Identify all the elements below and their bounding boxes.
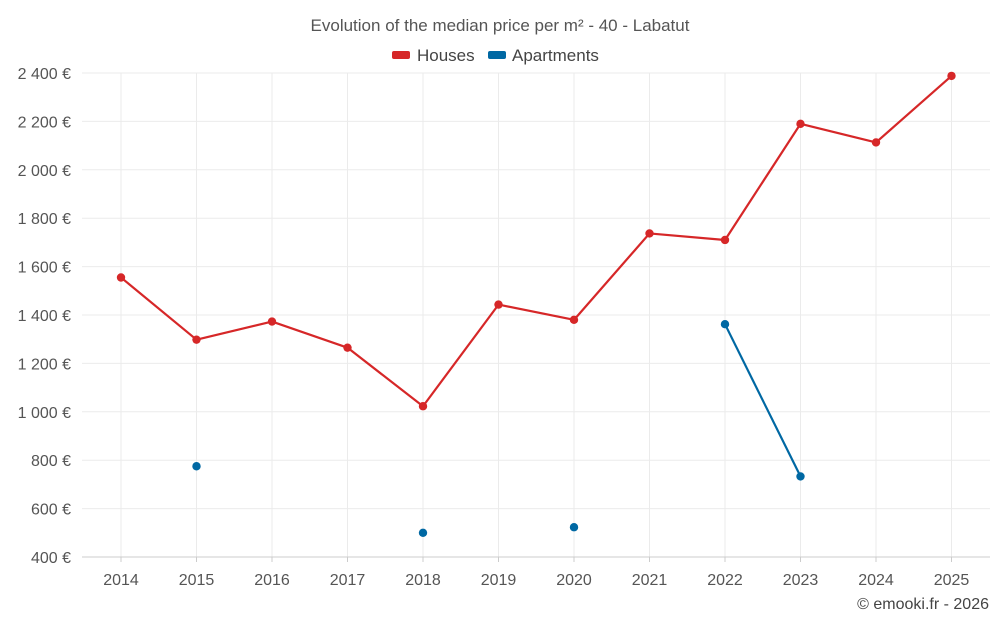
y-tick-label: 2 400 € — [18, 66, 71, 83]
x-tick-label: 2023 — [783, 572, 819, 589]
legend-item-apartments[interactable]: Apartments — [488, 46, 599, 65]
x-tick-label: 2015 — [179, 572, 215, 589]
y-tick-label: 2 200 € — [18, 114, 71, 131]
y-tick-label: 1 200 € — [18, 356, 71, 373]
y-tick-label: 1 000 € — [18, 405, 71, 422]
x-tick-label: 2021 — [632, 572, 668, 589]
data-point-houses-2020[interactable] — [569, 315, 579, 325]
legend-label-apartments: Apartments — [512, 46, 599, 65]
x-tick-label: 2017 — [330, 572, 366, 589]
legend: Houses Apartments — [392, 46, 599, 65]
chart-title: Evolution of the median price per m² - 4… — [311, 16, 690, 35]
series-houses — [116, 71, 956, 411]
x-tick-label: 2020 — [556, 572, 592, 589]
x-tick-label: 2024 — [858, 572, 894, 589]
credit-text: © emooki.fr - 2026 — [857, 596, 989, 613]
legend-swatch-houses — [392, 51, 410, 59]
data-point-apartments-2023[interactable] — [796, 472, 805, 481]
data-point-houses-2019[interactable] — [494, 300, 503, 309]
legend-swatch-apartments — [488, 51, 506, 59]
x-tick-label: 2016 — [254, 572, 290, 589]
y-tick-label: 400 € — [31, 550, 71, 567]
legend-label-houses: Houses — [417, 46, 475, 65]
series-line-houses — [120, 75, 953, 408]
data-point-houses-2016[interactable] — [267, 317, 277, 326]
data-point-houses-2023[interactable] — [796, 119, 805, 129]
data-point-houses-2014[interactable] — [116, 273, 126, 282]
series-line-apartments — [724, 323, 802, 477]
y-tick-label: 1 600 € — [18, 260, 71, 277]
data-point-houses-2025[interactable] — [947, 71, 956, 81]
data-point-houses-2022[interactable] — [720, 235, 730, 245]
data-point-houses-2024[interactable] — [871, 138, 881, 147]
data-point-apartments-2018[interactable] — [418, 528, 428, 537]
x-tick-label: 2022 — [707, 572, 743, 589]
data-point-apartments-2015[interactable] — [192, 462, 201, 471]
x-tick-label: 2025 — [934, 572, 970, 589]
series-layer — [116, 71, 956, 537]
data-point-houses-2017[interactable] — [343, 343, 352, 352]
y-tick-label: 1 400 € — [18, 308, 71, 325]
grid-layer — [82, 72, 990, 562]
data-point-apartments-2020[interactable] — [569, 523, 579, 532]
data-point-houses-2018[interactable] — [418, 402, 428, 411]
x-tick-label: 2014 — [103, 572, 139, 589]
x-tick-label: 2019 — [481, 572, 517, 589]
x-tick-labels: 2014 2015 2016 2017 2018 2019 2020 2021 2022 2023… — [103, 572, 969, 589]
legend-item-houses[interactable]: Houses — [392, 46, 475, 65]
series-apartments — [192, 319, 805, 537]
data-point-houses-2021[interactable] — [645, 229, 654, 238]
y-tick-label: 1 800 € — [18, 211, 71, 228]
y-tick-labels: 400 € 600 € 800 € 1 000 € 1 200 € 1 400 € 1 60… — [18, 66, 71, 567]
x-tick-label: 2018 — [405, 572, 441, 589]
y-tick-label: 600 € — [31, 502, 71, 519]
y-tick-label: 800 € — [31, 453, 71, 470]
y-tick-label: 2 000 € — [18, 163, 71, 180]
data-point-apartments-2022[interactable] — [720, 319, 730, 329]
data-point-houses-2015[interactable] — [192, 335, 201, 344]
